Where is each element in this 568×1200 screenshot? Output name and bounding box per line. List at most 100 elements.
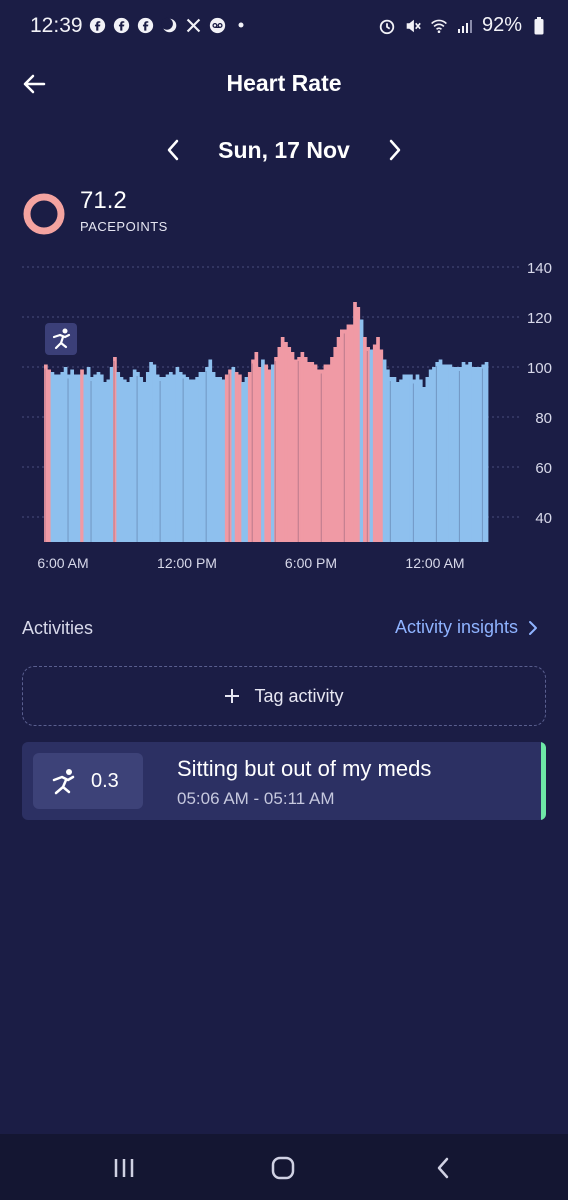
heart-rate-bar (415, 374, 420, 542)
heart-rate-bar (168, 372, 173, 542)
heart-rate-bar (320, 369, 324, 542)
heart-rate-bar (376, 337, 380, 542)
y-tick-label: 140 (527, 260, 552, 277)
heart-rate-bar (356, 307, 361, 542)
heart-rate-bar (182, 374, 186, 542)
heart-rate-bar (340, 329, 344, 542)
status-time: 12:39 (30, 14, 83, 37)
tag-activity-button[interactable]: Tag activity (22, 666, 546, 726)
heart-rate-bar (126, 382, 130, 542)
system-nav-bar (0, 1134, 568, 1200)
wifi-icon (430, 17, 448, 35)
heart-rate-bar (215, 377, 219, 542)
activity-insights-link[interactable]: Activity insights (395, 617, 538, 638)
heart-rate-bar (412, 379, 417, 542)
heart-rate-bar (389, 377, 394, 542)
heart-rate-bar (70, 369, 74, 542)
heart-rate-bar (274, 357, 278, 542)
heart-rate-bar (53, 374, 58, 542)
heart-rate-bar (333, 347, 338, 542)
recent-apps-icon (114, 1159, 134, 1177)
heart-rate-bar (379, 349, 384, 542)
heart-rate-bar (284, 342, 288, 542)
heart-rate-bar (254, 352, 259, 542)
heart-rate-bar (303, 357, 308, 542)
heart-rate-bar (372, 344, 377, 542)
activity-accent-bar (541, 742, 546, 820)
heart-rate-bar (195, 377, 199, 542)
heart-rate-bar (474, 367, 479, 542)
heart-rate-bar (386, 369, 390, 542)
heart-rate-bar (405, 374, 410, 542)
pacepoints-value: 71.2 (80, 187, 127, 214)
back-button[interactable] (18, 68, 50, 100)
heart-rate-bar (122, 379, 127, 542)
battery-icon (530, 16, 548, 35)
heart-rate-bar (175, 367, 180, 542)
heart-rate-bar (316, 369, 321, 542)
pacepoints-ring-icon (23, 193, 65, 235)
heart-rate-bar (241, 382, 246, 542)
heart-rate-bar (90, 377, 94, 542)
home-button[interactable] (263, 1154, 303, 1182)
previous-day-button[interactable] (158, 134, 188, 166)
running-person-icon (52, 769, 75, 795)
chevron-right-icon (529, 620, 537, 635)
heart-rate-bar (149, 362, 153, 542)
heart-rate-bar (83, 374, 88, 542)
heart-rate-bar (451, 367, 456, 542)
heart-rate-bar (234, 372, 239, 542)
chevron-right-icon (389, 139, 401, 161)
heart-rate-bar (205, 367, 209, 542)
facebook-icon (136, 16, 154, 34)
heart-rate-bar (261, 359, 265, 542)
plus-icon (225, 689, 240, 703)
heart-rate-bar (409, 374, 413, 542)
heart-rate-bar (422, 387, 426, 542)
activity-marker[interactable] (45, 323, 77, 355)
facebook-icon (112, 16, 130, 34)
heart-rate-bar (323, 364, 328, 542)
moon-icon (160, 16, 178, 34)
heart-rate-bar (418, 379, 423, 542)
next-day-button[interactable] (380, 134, 410, 166)
activity-card[interactable]: 0.3 Sitting but out of my meds 05:06 AM … (22, 742, 546, 820)
y-tick-label: 80 (535, 410, 552, 427)
arrow-left-icon (23, 74, 46, 94)
x-icon (184, 16, 202, 34)
heart-rate-bar (297, 357, 301, 542)
heart-rate-bar (132, 369, 137, 542)
heart-rate-bar (93, 374, 98, 542)
activity-time: 05:06 AM - 05:11 AM (177, 789, 335, 808)
heart-rate-bar (382, 359, 387, 542)
heart-rate-bar (145, 372, 150, 542)
heart-rate-bar (201, 372, 206, 542)
page-title: Heart Rate (226, 70, 342, 96)
system-back-button[interactable] (423, 1154, 463, 1182)
heart-rate-bar (270, 364, 275, 542)
heart-rate-bar (165, 374, 170, 542)
heart-rate-bar (50, 372, 55, 542)
y-tick-label: 40 (535, 510, 552, 527)
heart-rate-bar (445, 364, 449, 542)
heart-rate-bar (198, 372, 203, 542)
heart-rate-bar (257, 367, 262, 542)
y-tick-label: 100 (527, 360, 552, 377)
heart-rate-bar (293, 359, 298, 542)
heart-rate-bar (458, 367, 463, 542)
heart-rate-bar (221, 379, 226, 542)
tag-activity-label: Tag activity (254, 685, 344, 706)
heart-rate-bar (129, 377, 134, 542)
heart-rate-bar (369, 349, 374, 542)
heart-rate-bar (208, 359, 213, 542)
activity-score: 0.3 (91, 769, 119, 792)
recent-apps-button[interactable] (104, 1154, 144, 1182)
heart-rate-bar (277, 347, 282, 542)
heart-rate-chart: 140 120 100 80 60 40 6:00 AM 12:00 PM 6:00 PM 12… (22, 260, 552, 571)
heart-rate-bar (99, 374, 104, 542)
heart-rate-bar (481, 364, 486, 542)
heart-rate-bar (185, 377, 190, 542)
heart-rate-bar (116, 372, 121, 542)
heart-rate-bar (425, 377, 430, 542)
heart-rate-bar (178, 372, 183, 542)
